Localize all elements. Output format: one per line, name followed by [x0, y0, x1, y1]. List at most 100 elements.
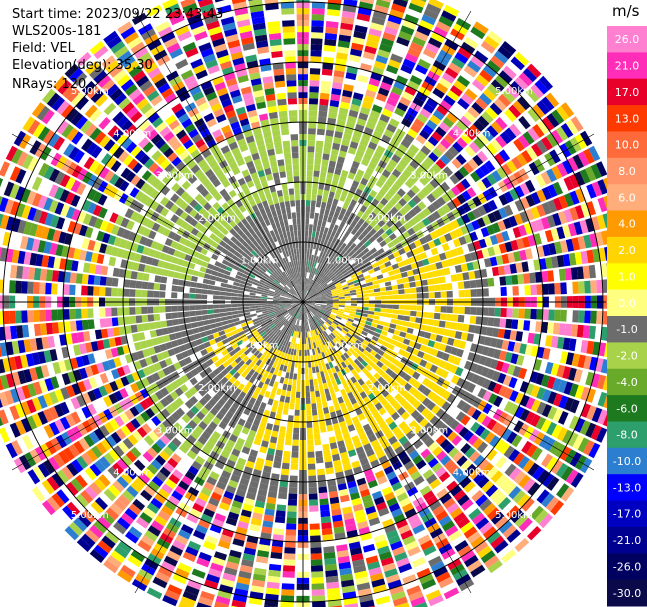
gate — [546, 168, 557, 183]
gate — [178, 601, 194, 607]
gate — [423, 8, 439, 20]
gate — [415, 134, 427, 145]
gate — [284, 547, 296, 554]
gate — [340, 258, 347, 265]
gate — [280, 345, 285, 352]
gate — [477, 115, 490, 128]
gate — [434, 174, 444, 185]
gate — [304, 307, 307, 314]
gate — [311, 289, 317, 295]
gate — [365, 121, 376, 130]
gate — [458, 306, 465, 314]
gate — [261, 526, 273, 534]
gate — [326, 306, 333, 309]
gate — [319, 251, 324, 258]
gate — [292, 439, 299, 446]
gate — [277, 437, 285, 445]
gate — [506, 505, 520, 519]
gate — [341, 169, 349, 178]
gate — [425, 411, 435, 422]
gate — [431, 163, 442, 174]
gate — [318, 309, 325, 314]
gate — [347, 281, 354, 286]
gate — [336, 550, 349, 558]
gate — [311, 289, 316, 294]
gate — [580, 403, 591, 418]
gate — [362, 293, 369, 297]
gate — [280, 352, 285, 359]
gate — [308, 361, 312, 368]
gate — [130, 324, 138, 333]
gate — [336, 286, 343, 290]
gate — [425, 325, 433, 333]
gate — [525, 194, 536, 207]
gate — [367, 479, 378, 489]
gate — [480, 268, 488, 278]
gate — [315, 335, 319, 342]
gate — [265, 587, 280, 595]
gate — [597, 179, 608, 195]
gate — [254, 399, 262, 408]
gate — [596, 279, 603, 294]
gate — [577, 235, 586, 250]
gate — [498, 442, 511, 455]
gate — [316, 313, 322, 318]
gate — [334, 404, 341, 412]
gate — [536, 309, 543, 320]
gate — [366, 511, 379, 521]
gate — [453, 489, 466, 502]
gate — [358, 112, 369, 121]
gate — [409, 144, 420, 154]
gate — [325, 26, 338, 35]
gate — [317, 377, 323, 385]
gate — [99, 308, 106, 318]
gate — [198, 551, 212, 562]
gate — [420, 539, 434, 551]
gate — [577, 354, 586, 369]
gate — [314, 315, 319, 321]
gate — [421, 279, 428, 286]
gate — [237, 303, 244, 307]
gate — [349, 166, 358, 175]
gate — [420, 0, 427, 3]
gate — [330, 286, 337, 291]
gate — [421, 318, 428, 325]
gate — [196, 602, 212, 607]
gate — [409, 450, 420, 460]
gate — [339, 220, 346, 228]
gate — [412, 399, 422, 409]
gate — [410, 293, 417, 299]
gate — [350, 492, 361, 501]
gate — [463, 481, 476, 493]
gate — [267, 398, 274, 406]
gate — [365, 89, 377, 99]
gate — [570, 472, 584, 488]
gate — [464, 253, 472, 263]
gate — [384, 281, 392, 287]
gate — [359, 352, 367, 360]
gate — [417, 384, 427, 393]
gate — [510, 353, 519, 365]
gate — [232, 285, 239, 290]
gate — [407, 227, 416, 236]
gate — [172, 319, 179, 326]
gate — [355, 248, 363, 255]
gate — [388, 502, 401, 513]
gate — [416, 293, 423, 299]
gate — [420, 433, 431, 443]
gate — [225, 485, 237, 494]
gate — [357, 183, 366, 191]
gate — [354, 282, 361, 287]
gate — [422, 353, 431, 361]
gate — [409, 41, 424, 53]
gate — [452, 339, 461, 348]
gate — [287, 421, 294, 428]
gate — [308, 302, 315, 305]
gate — [310, 38, 323, 45]
gate — [620, 311, 627, 327]
gate — [39, 268, 48, 281]
gate — [245, 460, 255, 469]
gate — [377, 49, 391, 59]
gate — [298, 307, 301, 314]
gate — [294, 325, 298, 332]
